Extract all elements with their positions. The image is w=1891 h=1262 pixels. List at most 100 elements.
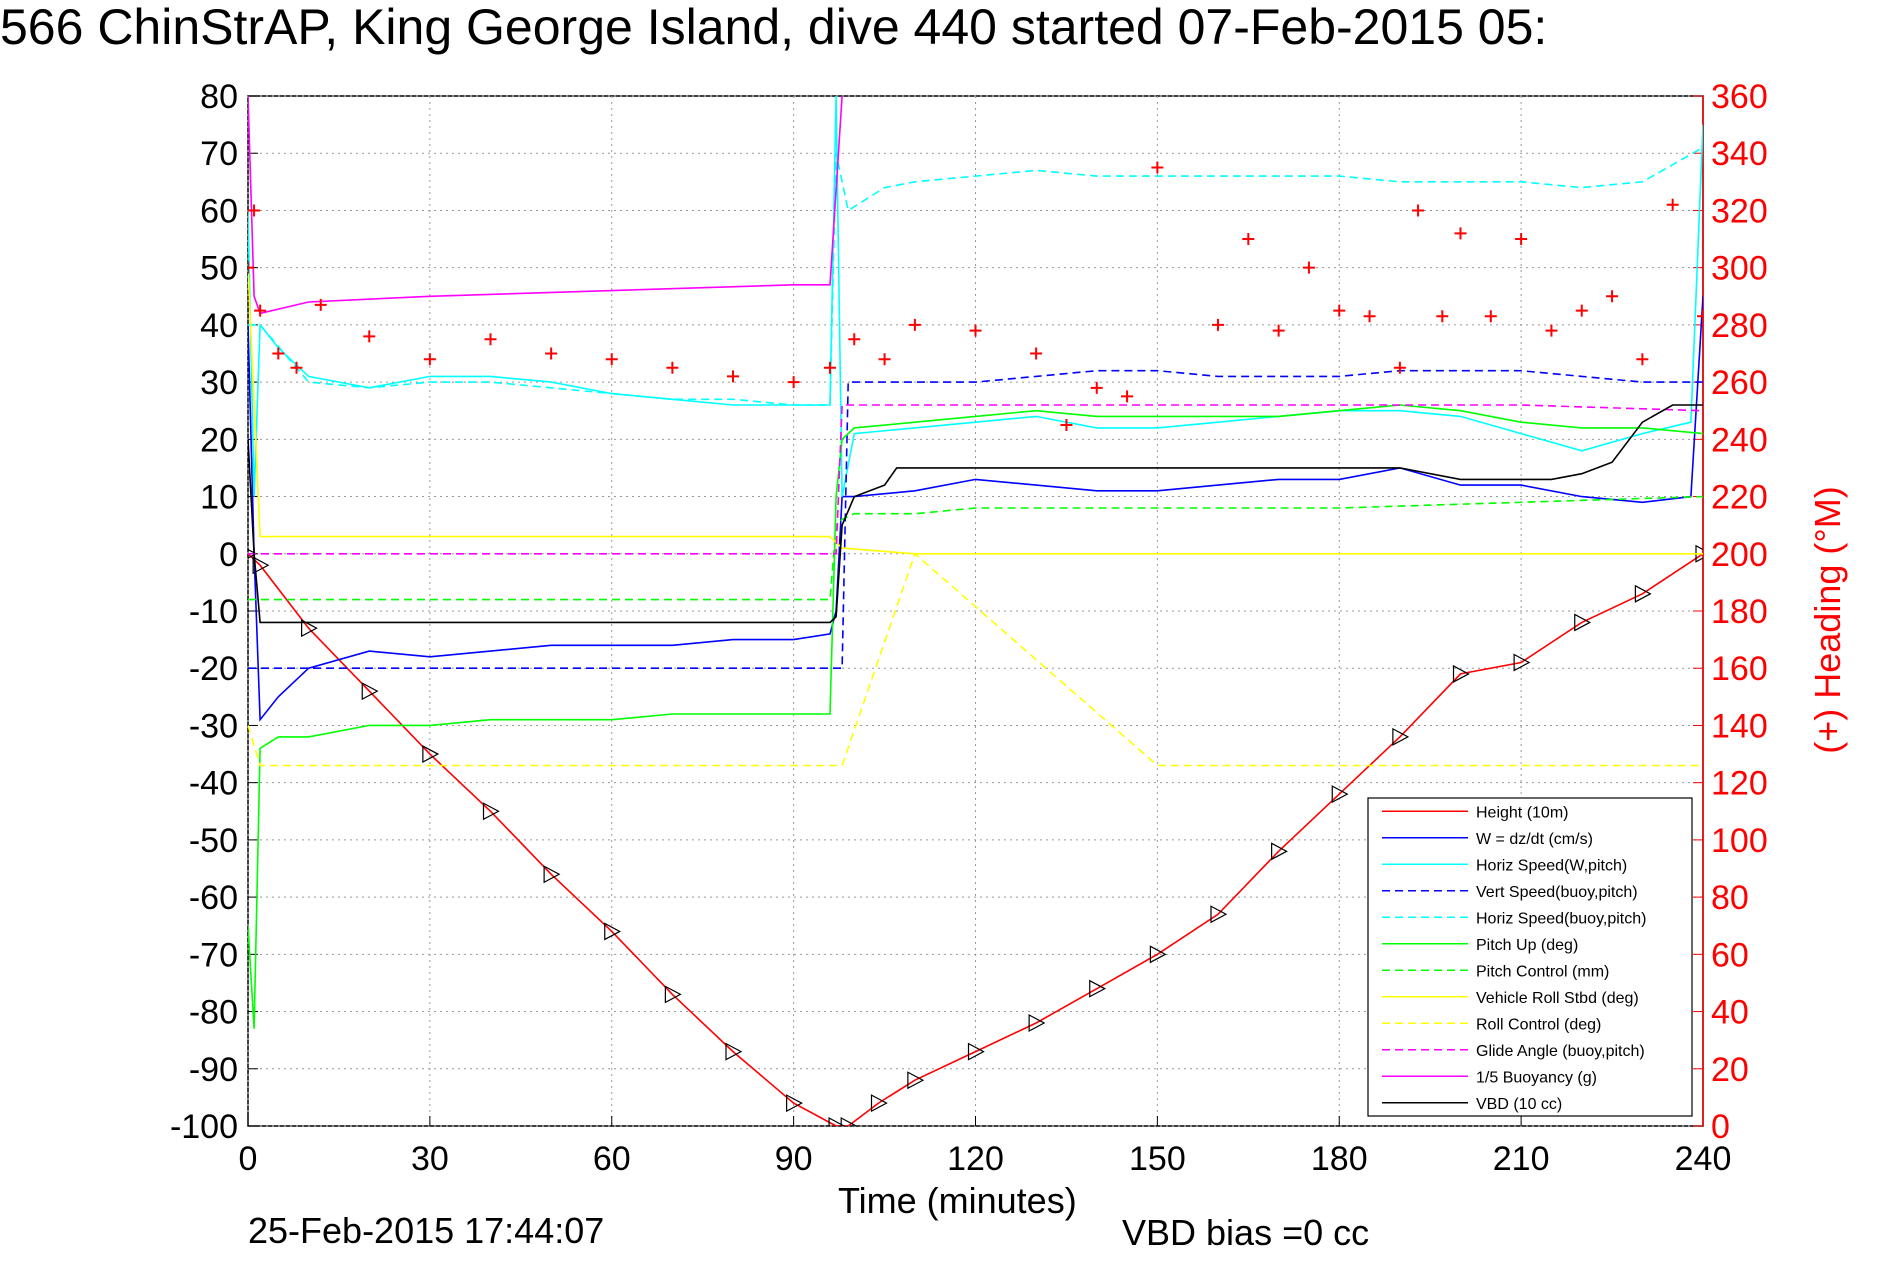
- y-right-tick-label: 120: [1711, 765, 1768, 803]
- legend-entry: Vert Speed(buoy,pitch): [1476, 884, 1638, 901]
- height-marker: [1513, 653, 1531, 672]
- series-horiz-speed-w-pitch: [248, 96, 1703, 497]
- legend-entry: W = dz/dt (cm/s): [1476, 831, 1593, 848]
- heading-point: [1636, 353, 1649, 366]
- y-tick-label: -30: [189, 707, 238, 745]
- legend-box: [1367, 797, 1693, 1117]
- y-right-tick-label: 280: [1711, 307, 1768, 345]
- heading-point: [1151, 161, 1164, 174]
- heading-point: [908, 318, 921, 331]
- heading-point: [727, 370, 739, 383]
- height-marker: [967, 1042, 985, 1061]
- heading-point: [666, 361, 679, 374]
- y-tick-label: 50: [200, 250, 238, 288]
- heading-point: [605, 353, 618, 366]
- y-right-tick-label: 320: [1711, 192, 1768, 230]
- heading-point: [1454, 227, 1467, 240]
- legend-entry: Glide Angle (buoy,pitch): [1476, 1043, 1645, 1060]
- heading-point: [1412, 204, 1425, 217]
- heading-point: [1060, 419, 1073, 432]
- y-tick-label: -20: [189, 650, 238, 688]
- heading-point: [248, 261, 254, 274]
- x-tick-label: 150: [1129, 1140, 1186, 1178]
- height-marker: [248, 548, 258, 559]
- chart-title: 566 ChinStrAP, King George Island, dive …: [0, 0, 1548, 55]
- height-marker: [422, 745, 440, 764]
- x-tick-label: 210: [1493, 1140, 1550, 1178]
- height-marker: [828, 1117, 846, 1126]
- y-tick-label: -50: [189, 822, 238, 860]
- series-vert-speed-buoy-pitch: [248, 369, 1703, 670]
- y-tick-label: 40: [200, 307, 238, 345]
- legend-entry: Roll Control (deg): [1476, 1016, 1601, 1033]
- y-right-tick-label: 200: [1711, 536, 1768, 574]
- heading-point: [1393, 361, 1406, 374]
- heading-point: [1484, 310, 1497, 323]
- heading-point: [1302, 261, 1315, 274]
- height-marker: [543, 865, 561, 884]
- legend-entry: Pitch Up (deg): [1476, 937, 1578, 954]
- y-tick-label: 70: [200, 135, 238, 173]
- heading-point: [1242, 233, 1255, 246]
- height-marker: [1149, 945, 1167, 964]
- legend-entry: VBD (10 cc): [1476, 1096, 1562, 1113]
- y-tick-label: -60: [189, 879, 238, 917]
- y-right-tick-label: 360: [1711, 78, 1768, 116]
- legend-entry: Horiz Speed(W,pitch): [1476, 857, 1627, 874]
- heading-point: [824, 361, 836, 374]
- height-marker: [907, 1071, 925, 1090]
- y-right-tick-label: 80: [1711, 879, 1749, 917]
- y-axis-right-label: (+) Heading (°M): [1807, 486, 1848, 754]
- heading-point: [1515, 233, 1528, 246]
- vbd-bias-label: VBD bias =0 cc: [1122, 1212, 1370, 1253]
- y-tick-label: 60: [200, 192, 238, 230]
- legend-entry: Pitch Control (mm): [1476, 963, 1609, 980]
- y-tick-label: -80: [189, 994, 238, 1032]
- heading-point: [1121, 390, 1134, 403]
- x-tick-label: 240: [1675, 1140, 1732, 1178]
- timestamp: 25-Feb-2015 17:44:07: [248, 1210, 605, 1251]
- y-right-tick-label: 60: [1711, 936, 1749, 974]
- series-horiz-speed-buoy-pitch: [248, 146, 1703, 406]
- series-1-5-buoyancy-g: [248, 96, 843, 315]
- y-right-tick-label: 220: [1711, 479, 1768, 517]
- y-right-tick-label: 260: [1711, 364, 1768, 402]
- y-tick-label: -10: [189, 593, 238, 631]
- y-tick-label: 30: [200, 364, 238, 402]
- legend-entry: Height (10m): [1476, 804, 1568, 821]
- heading-point: [1606, 290, 1619, 303]
- y-tick-label: -40: [189, 765, 238, 803]
- y-tick-label: 20: [200, 421, 238, 459]
- height-marker: [1028, 1014, 1046, 1032]
- series-roll-control-deg: [248, 552, 1703, 767]
- legend-entry: 1/5 Buoyancy (g): [1476, 1069, 1597, 1086]
- legend-entry: Vehicle Roll Stbd (deg): [1476, 990, 1639, 1007]
- y-right-tick-label: 40: [1711, 994, 1749, 1032]
- heading-point: [314, 298, 327, 311]
- x-tick-label: 180: [1311, 1140, 1368, 1178]
- heading-point: [1212, 318, 1224, 331]
- heading-point: [848, 333, 861, 346]
- legend-entry: Horiz Speed(buoy,pitch): [1476, 910, 1646, 927]
- series-height-10m: [248, 553, 1703, 1126]
- heading-point: [290, 361, 303, 374]
- heading-point: [272, 347, 285, 360]
- height-marker: [1210, 905, 1228, 924]
- y-right-tick-label: 0: [1711, 1108, 1730, 1146]
- height-marker: [604, 922, 622, 941]
- heading-point: [545, 347, 558, 360]
- heading-point: [1545, 324, 1558, 337]
- height-marker: [1574, 613, 1592, 632]
- x-tick-label: 30: [411, 1140, 449, 1178]
- heading-point: [423, 353, 436, 366]
- x-tick-label: 0: [239, 1140, 258, 1178]
- series-vehicle-roll-stbd-deg: [248, 267, 1703, 555]
- y-tick-label: 0: [219, 536, 238, 574]
- heading-point: [248, 204, 261, 217]
- height-marker: [361, 682, 379, 701]
- height-marker: [1392, 727, 1410, 746]
- y-tick-label: -100: [170, 1108, 238, 1146]
- y-right-tick-label: 180: [1711, 593, 1768, 631]
- heading-point: [254, 304, 267, 317]
